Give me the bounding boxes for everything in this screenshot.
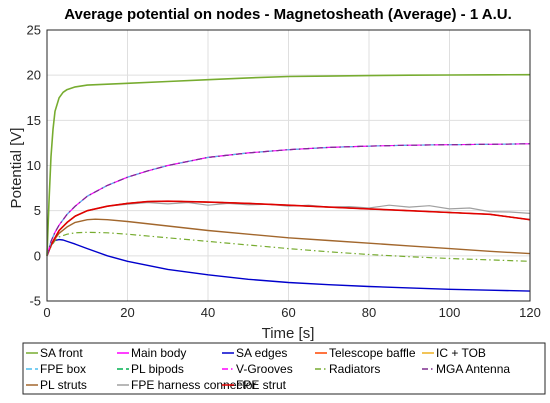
legend-label: PL struts [40,378,87,392]
legend-label: Telescope baffle [329,346,416,360]
legend-label: IC + TOB [436,346,486,360]
series-group [46,73,531,292]
x-tick-label: 0 [43,305,50,320]
x-tick-label: 120 [519,305,541,320]
y-axis-label: Potential [V] [8,128,25,209]
x-tick-label: 80 [362,305,376,320]
y-tick-label: 5 [34,203,41,218]
legend: SA front Main body SA edges Telescope baffl… [22,342,546,395]
legend-label: FPE strut [236,378,287,392]
series-line-mga-antenna [46,143,531,256]
series-line-pl-struts [46,218,531,257]
legend-label: V-Grooves [236,362,293,376]
legend-label: Main body [131,346,186,360]
legend-label: FPE harness connector [131,378,256,392]
x-tick-label: 20 [120,305,134,320]
y-tick-label: -5 [29,294,41,309]
y-tick-label: 20 [27,68,41,83]
y-tick-label: 0 [34,248,41,263]
series-line-sa-front [46,73,531,256]
legend-label: MGA Antenna [436,362,510,376]
x-tick-label: 100 [439,305,461,320]
legend-label: Radiators [329,362,380,376]
y-tick-label: 15 [27,113,41,128]
y-tick-label: 25 [27,23,41,38]
legend-box [22,342,546,395]
legend-label: PL bipods [131,362,184,376]
legend-label: SA edges [236,346,287,360]
legend-label: FPE box [40,362,86,376]
x-axis-label: Time [s] [262,325,315,342]
series-line-sa-edges [46,238,531,292]
series-line-radiators [46,231,531,262]
legend-label: SA front [40,346,83,360]
x-tick-label: 40 [201,305,215,320]
y-tick-label: 10 [27,158,41,173]
x-tick-label: 60 [281,305,295,320]
plot-frame [46,29,531,302]
series-line-fpe-strut [46,200,531,257]
chart-title: Average potential on nodes - Magnetoshea… [64,6,512,23]
